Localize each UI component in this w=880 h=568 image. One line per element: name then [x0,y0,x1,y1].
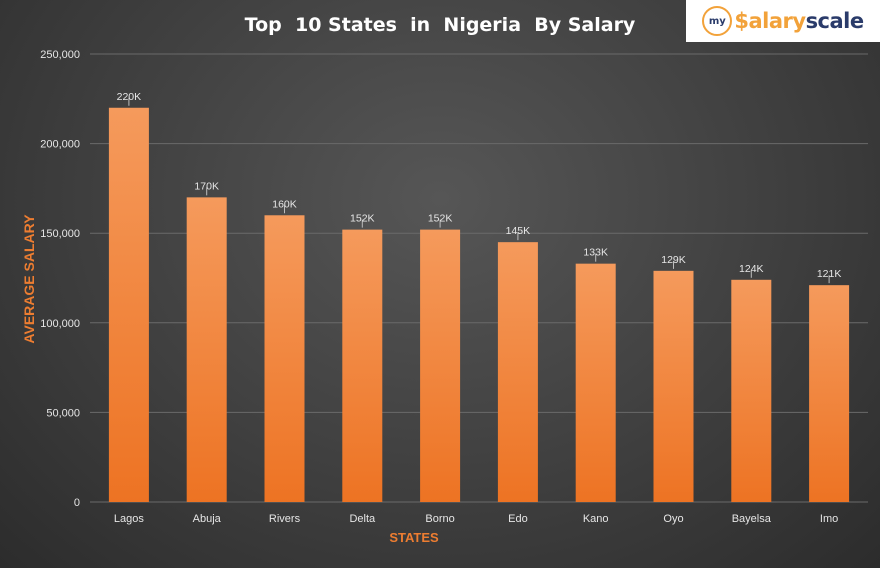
y-tick-label: 100,000 [40,318,80,330]
bar [420,229,461,502]
x-tick-label: Rivers [269,513,301,525]
bar [653,270,694,502]
x-axis-title: STATES [389,530,439,545]
x-tick-label: Kano [583,513,609,525]
x-tick-label: Lagos [114,513,144,525]
logo-mark-icon: my [702,6,733,36]
data-label: 220K [117,91,142,103]
data-label: 160K [272,198,297,210]
y-tick-label: 250,000 [40,49,80,61]
x-tick-label: Oyo [663,513,683,525]
mysalaryscale-logo: my $alaryscale [686,0,880,42]
data-label: 124K [739,263,764,275]
bar [731,279,772,502]
y-axis-title: AVERAGE SALARY [21,214,37,344]
x-tick-label: Borno [425,513,454,525]
x-tick-label: Bayelsa [732,513,772,525]
data-labels: 220K 170K 160K 152K 152K 145K 133K 129K 124K 121K [117,91,842,284]
bar [186,197,227,503]
data-label: 121K [817,268,842,280]
x-tick-label: Imo [820,513,838,525]
y-tick-label: 0 [74,497,80,509]
y-tick-label: 150,000 [40,228,80,240]
logo-wordmark: $alaryscale [734,9,865,33]
bar [342,229,383,502]
bar [575,263,616,502]
x-tick-label: Edo [508,513,528,525]
x-axis-ticks: Lagos Abuja Rivers Delta Borno Edo Kano Oyo Baye… [114,513,838,525]
data-label: 170K [194,180,219,192]
logo-word-part2: scale [805,9,865,33]
y-tick-label: 200,000 [40,139,80,151]
bar [809,285,850,502]
logo-word-part1: $alary [734,9,806,33]
bar [108,107,149,502]
bar [264,215,305,502]
bar [497,242,538,502]
y-tick-label: 50,000 [46,407,80,419]
x-tick-label: Abuja [193,513,222,525]
bars [108,107,850,503]
x-tick-label: Delta [349,513,376,525]
chart-title: Top 10 States in Nigeria By Salary [245,14,636,36]
y-axis-ticks: 0 50,000 100,000 150,000 200,000 250,000 [40,49,80,509]
data-label: 129K [661,254,686,266]
data-label: 152K [428,213,453,225]
data-label: 133K [583,247,608,259]
data-label: 145K [506,225,531,237]
data-label: 152K [350,213,375,225]
